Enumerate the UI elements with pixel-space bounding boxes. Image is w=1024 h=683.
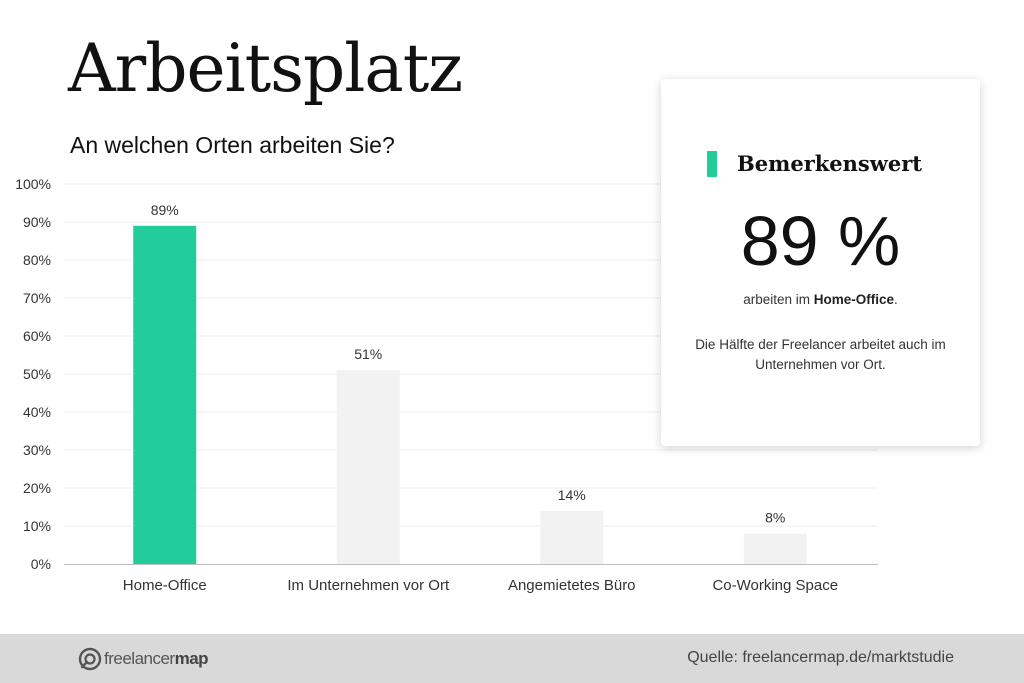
footer: freelancer map Quelle: freelancermap.de/m… xyxy=(0,634,1024,683)
y-tick-label: 100% xyxy=(15,176,51,192)
data-label: 89% xyxy=(151,202,179,218)
y-tick-label: 0% xyxy=(31,556,51,572)
bar xyxy=(540,510,604,564)
y-tick-label: 60% xyxy=(23,328,51,344)
bar xyxy=(133,225,197,565)
bar xyxy=(743,533,807,564)
data-label: 8% xyxy=(765,510,785,526)
data-labels: 89% 51% 14% 8% xyxy=(151,202,786,526)
callout-line-suffix: . xyxy=(894,292,898,307)
x-tick-label: Co-Working Space xyxy=(712,577,838,594)
callout-line-prefix: arbeiten im xyxy=(743,292,814,307)
logo-text-bold: map xyxy=(174,649,209,668)
x-tick-label: Angemietetes Büro xyxy=(508,577,636,594)
callout-value: 89 % xyxy=(740,202,901,280)
chart-title: Arbeitsplatz xyxy=(68,30,463,107)
freelancermap-logo[interactable]: freelancer map xyxy=(78,646,209,672)
bars xyxy=(133,225,807,565)
y-tick-label: 50% xyxy=(23,366,51,382)
y-tick-label: 90% xyxy=(23,214,51,230)
y-tick-label: 80% xyxy=(23,252,51,268)
callout-accent-bar xyxy=(707,151,717,177)
callout-line-bold: Home-Office xyxy=(813,292,895,307)
data-label: 51% xyxy=(354,346,382,362)
logo-text-light: freelancer xyxy=(104,649,175,668)
callout-heading: Bemerkenswert xyxy=(737,151,922,176)
bar xyxy=(336,370,400,564)
y-tick-label: 30% xyxy=(23,442,51,458)
chart-subtitle: An welchen Orten arbeiten Sie? xyxy=(70,132,395,158)
x-tick-label: Home-Office xyxy=(123,577,207,594)
callout-line: arbeiten im Home-Office. xyxy=(661,292,980,307)
y-tick-label: 20% xyxy=(23,480,51,496)
data-label: 14% xyxy=(558,487,586,503)
y-tick-label: 10% xyxy=(23,518,51,534)
callout-note: Die Hälfte der Freelancer arbeitet auch … xyxy=(695,337,946,372)
source-link[interactable]: Quelle: freelancermap.de/marktstudie xyxy=(687,649,954,666)
callout-card: Bemerkenswert 89 % arbeiten im Home-Offi… xyxy=(661,79,980,446)
y-tick-label: 70% xyxy=(23,290,51,306)
logo-pin-icon xyxy=(78,647,102,671)
y-axis-ticks: 0% 10% 20% 30% 40% 50% 60% 70% 80% 90% 100% xyxy=(15,176,51,572)
y-tick-label: 40% xyxy=(23,404,51,420)
x-tick-label: Im Unternehmen vor Ort xyxy=(287,577,450,594)
x-axis-ticks: Home-Office Im Unternehmen vor Ort Angemie… xyxy=(123,577,838,594)
